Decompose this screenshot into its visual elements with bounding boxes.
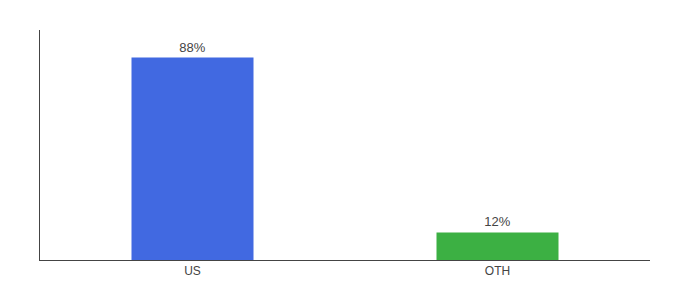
svg-text:12%: 12% — [484, 214, 510, 229]
svg-text:US: US — [184, 264, 201, 278]
svg-text:OTH: OTH — [485, 264, 510, 278]
svg-text:88%: 88% — [179, 40, 205, 55]
